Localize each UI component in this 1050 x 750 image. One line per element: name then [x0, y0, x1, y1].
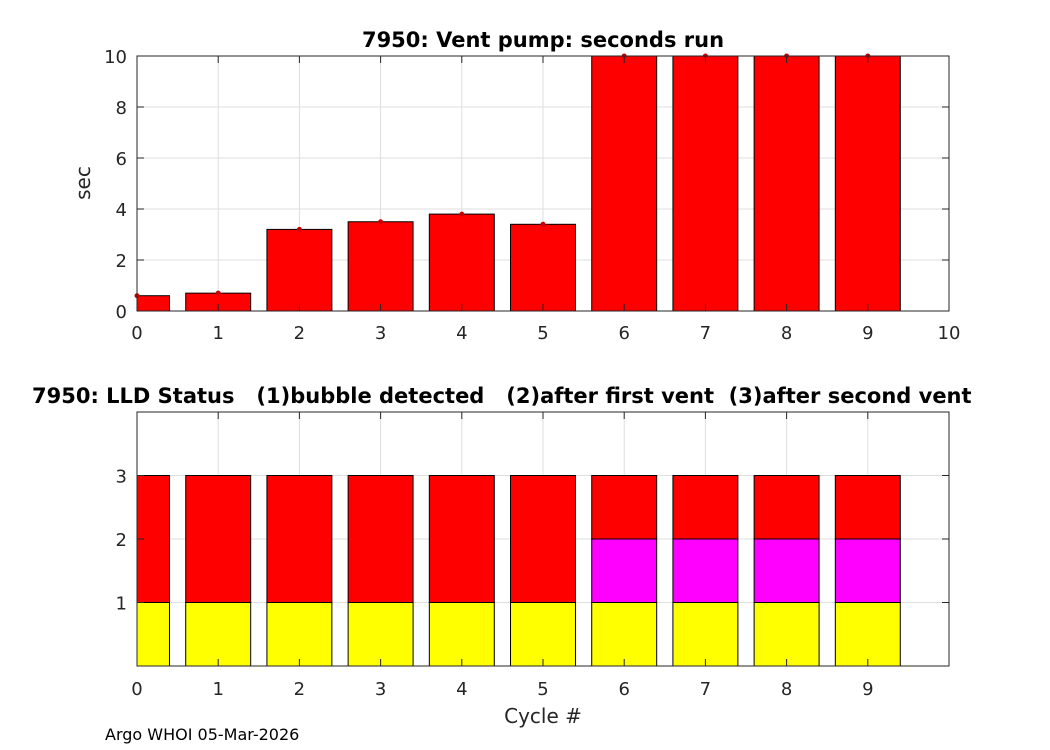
chart2-title: 7950: LLD Status (1)bubble detected (2)a…: [32, 384, 972, 408]
chart1-bar: [347, 221, 414, 312]
chart1-x-tick-label: 6: [618, 323, 629, 344]
chart1-bar: [428, 213, 495, 312]
chart1-x-tick-label: 8: [781, 323, 792, 344]
chart2-bars: [136, 475, 901, 667]
chart2-bar-segment-3: [591, 475, 658, 540]
chart1-y-tick-label: 6: [116, 149, 127, 170]
chart1-x-tick-label: 0: [131, 323, 142, 344]
chart2-bar-segment-2: [591, 538, 658, 603]
chart1-x-tick-label: 2: [294, 323, 305, 344]
chart1-ticks: 0 1 2 3 4 5 6 7 8 9 10 0 2 4 6 8 10: [104, 47, 960, 344]
chart1-y-tick-label: 4: [116, 200, 127, 221]
chart1-x-tick-label: 10: [938, 323, 961, 344]
chart2-bar-segment-2: [753, 538, 820, 603]
vent-pump-chart: 7950: Vent pump: seconds run sec 0 1 2 3 4 5 6…: [71, 28, 960, 344]
chart2-x-tick-label: 6: [618, 679, 629, 700]
chart2-y-tick-label: 2: [116, 530, 127, 551]
chart2-bar-segment-1: [266, 602, 333, 667]
chart2-xlabel: Cycle #: [504, 704, 582, 728]
chart2-bar-segment-3: [672, 475, 739, 540]
chart2-bar-segment-2: [672, 538, 739, 603]
chart1-bar: [753, 55, 820, 312]
chart1-x-tick-label: 4: [456, 323, 467, 344]
chart2-ticks: 0 1 2 3 4 5 6 7 8 9 1 2 3: [116, 412, 949, 700]
chart2-bar-segment-3: [834, 475, 901, 540]
chart1-bar: [510, 223, 576, 312]
chart2-bar-segment-1: [428, 602, 495, 667]
chart1-bar: [136, 295, 170, 312]
chart2-x-tick-label: 7: [700, 679, 711, 700]
chart1-bar: [672, 55, 739, 312]
chart1-bars: [136, 55, 901, 312]
chart1-point-marker: [540, 221, 546, 227]
chart2-bar-segment-1: [185, 602, 252, 667]
chart1-y-tick-label: 0: [116, 302, 127, 323]
chart2-bar-segment-1: [510, 602, 576, 667]
chart1-x-tick-label: 1: [212, 323, 223, 344]
chart1-x-tick-label: 7: [700, 323, 711, 344]
chart2-bar-segment-1: [591, 602, 658, 667]
chart2-bar-segment-3: [266, 475, 333, 603]
chart1-bar: [591, 55, 658, 312]
chart1-y-tick-label: 10: [104, 47, 127, 68]
chart2-bar-segment-1: [136, 602, 170, 667]
chart2-bar-segment-3: [347, 475, 414, 603]
chart1-ylabel: sec: [71, 166, 95, 200]
chart2-bar-segment-1: [753, 602, 820, 667]
chart1-title: 7950: Vent pump: seconds run: [362, 28, 724, 52]
chart2-x-tick-label: 0: [131, 679, 142, 700]
chart2-x-tick-label: 8: [781, 679, 792, 700]
chart1-point-marker: [459, 211, 465, 217]
chart2-x-tick-label: 9: [862, 679, 873, 700]
chart2-bar-segment-1: [834, 602, 901, 667]
chart2-bar-segment-3: [185, 475, 252, 603]
chart1-x-tick-label: 9: [862, 323, 873, 344]
chart2-bar-segment-3: [753, 475, 820, 540]
chart2-y-tick-label: 1: [116, 594, 127, 615]
chart1-bar: [266, 228, 333, 312]
chart2-x-tick-label: 1: [212, 679, 223, 700]
chart1-point-marker: [215, 290, 221, 296]
chart1-y-tick-label: 2: [116, 251, 127, 272]
chart1-point-marker: [296, 226, 302, 232]
chart2-bar-segment-2: [834, 538, 901, 603]
chart1-point-marker: [378, 219, 384, 225]
chart1-x-tick-label: 5: [537, 323, 548, 344]
chart1-y-tick-label: 8: [116, 98, 127, 119]
chart2-y-tick-label: 3: [116, 467, 127, 488]
lld-status-chart: 7950: LLD Status (1)bubble detected (2)a…: [32, 384, 972, 728]
chart2-bar-segment-1: [347, 602, 414, 667]
chart2-bar-segment-3: [428, 475, 495, 603]
chart1-x-tick-label: 3: [375, 323, 386, 344]
chart2-bar-segment-3: [510, 475, 576, 603]
chart2-x-tick-label: 4: [456, 679, 467, 700]
chart2-x-tick-label: 2: [294, 679, 305, 700]
chart2-bar-segment-1: [672, 602, 739, 667]
chart2-x-tick-label: 5: [537, 679, 548, 700]
footer-credit: Argo WHOI 05-Mar-2026: [105, 725, 300, 744]
chart2-x-tick-label: 3: [375, 679, 386, 700]
chart1-bar: [834, 55, 901, 312]
